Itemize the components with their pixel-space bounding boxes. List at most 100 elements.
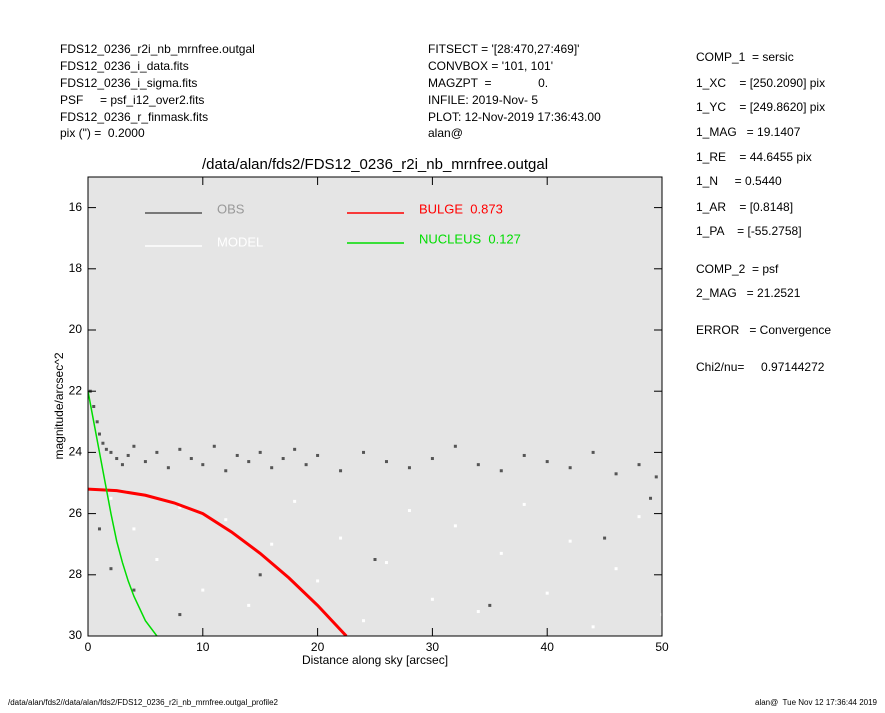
data-point — [224, 518, 228, 522]
fit-parameter: 1_XC = [250.2090] pix — [696, 76, 825, 90]
data-point — [649, 496, 653, 500]
data-point — [258, 450, 262, 454]
legend-label: MODEL — [217, 234, 263, 249]
data-point — [281, 457, 285, 461]
data-point — [132, 588, 136, 592]
data-point — [339, 469, 343, 473]
data-point — [522, 502, 526, 506]
header-center-line: PLOT: 12-Nov-2019 17:36:43.00 — [428, 110, 601, 124]
data-point — [614, 472, 618, 476]
legend-label: BULGE 0.873 — [419, 201, 503, 216]
data-point — [178, 613, 182, 617]
profile-line — [88, 487, 348, 636]
data-point — [362, 619, 366, 623]
data-point — [568, 466, 572, 470]
data-point — [545, 591, 549, 595]
data-point — [104, 447, 108, 451]
data-point — [316, 579, 320, 583]
fit-parameter: 1_MAG = 19.1407 — [696, 125, 801, 139]
data-point — [212, 444, 216, 448]
data-point — [499, 469, 503, 473]
data-point — [109, 496, 113, 500]
fit-parameter: 1_AR = [0.8148] — [696, 200, 793, 214]
data-point — [178, 447, 182, 451]
y-tick-label: 20 — [69, 322, 83, 336]
data-point — [407, 466, 411, 470]
header-center-line: FITSECT = '[28:470,27:469]' — [428, 42, 579, 56]
data-point — [476, 463, 480, 467]
data-point — [126, 453, 130, 457]
x-tick-label: 0 — [85, 640, 92, 654]
data-point — [235, 453, 239, 457]
y-tick-label: 24 — [69, 445, 83, 459]
data-point — [293, 499, 297, 503]
data-point — [270, 542, 274, 546]
data-point — [591, 625, 595, 629]
data-point — [660, 613, 662, 617]
data-point — [654, 475, 658, 479]
data-point — [339, 536, 343, 540]
data-point — [488, 603, 492, 607]
y-tick-label: 26 — [69, 506, 83, 520]
data-point — [384, 561, 388, 565]
data-point — [637, 463, 641, 467]
fit-parameter: 2_MAG = 21.2521 — [696, 286, 801, 300]
y-tick-label: 28 — [69, 567, 83, 581]
header-left-line: FDS12_0236_i_data.fits — [60, 59, 189, 73]
data-point — [568, 539, 572, 543]
data-point — [603, 536, 607, 540]
data-point — [109, 450, 113, 454]
data-point — [95, 420, 99, 424]
x-tick-label: 10 — [196, 640, 210, 654]
footer-right: alan@ Tue Nov 12 17:36:44 2019 — [755, 698, 878, 707]
data-point — [591, 450, 595, 454]
data-point — [545, 460, 549, 464]
x-tick-label: 30 — [426, 640, 440, 654]
data-point — [476, 610, 480, 614]
fit-parameter: 1_YC = [249.8620] pix — [696, 100, 825, 114]
data-point — [201, 588, 205, 592]
legend-label: OBS — [217, 201, 245, 216]
data-point — [247, 603, 251, 607]
data-point — [316, 453, 320, 457]
x-tick-label: 50 — [655, 640, 669, 654]
data-point — [407, 509, 411, 513]
chart-title: /data/alan/fds2/FDS12_0236_r2i_nb_mrnfre… — [202, 156, 548, 173]
data-point — [430, 597, 434, 601]
header-left-line: FDS12_0236_i_sigma.fits — [60, 76, 197, 90]
plot-frame — [87, 176, 663, 637]
plot-marks — [88, 389, 662, 636]
y-tick-label: 18 — [69, 261, 83, 275]
data-point — [293, 447, 297, 451]
data-point — [101, 441, 105, 445]
data-point — [155, 450, 159, 454]
data-point — [304, 463, 308, 467]
data-point — [384, 460, 388, 464]
data-point — [499, 551, 503, 555]
data-point — [97, 432, 101, 436]
data-point — [132, 444, 136, 448]
data-point — [115, 457, 119, 461]
profile-line — [88, 391, 158, 636]
fit-parameter: Chi2/nu= 0.97144272 — [696, 360, 825, 374]
data-point — [189, 457, 193, 461]
header-left-line: FDS12_0236_r2i_nb_mrnfree.outgal — [60, 42, 255, 56]
header-center-line: INFILE: 2019-Nov- 5 — [428, 93, 538, 107]
header-left-line: FDS12_0236_r_finmask.fits — [60, 110, 208, 124]
data-point — [92, 405, 96, 408]
footer-left: /data/alan/fds2//data/alan/fds2/FDS12_02… — [8, 698, 279, 707]
data-point — [143, 460, 147, 464]
data-point — [362, 450, 366, 454]
data-point — [522, 453, 526, 457]
header-center-line: CONVBOX = '101, 101' — [428, 59, 553, 73]
data-point — [453, 444, 457, 448]
data-point — [166, 466, 170, 470]
x-tick-label: 20 — [311, 640, 325, 654]
data-point — [224, 469, 228, 473]
data-point — [270, 466, 274, 470]
data-point — [373, 558, 377, 561]
header-left-line: pix (") = 0.2000 — [60, 126, 145, 140]
y-tick-label: 16 — [69, 200, 83, 214]
data-point — [178, 505, 182, 509]
data-point — [132, 527, 136, 531]
